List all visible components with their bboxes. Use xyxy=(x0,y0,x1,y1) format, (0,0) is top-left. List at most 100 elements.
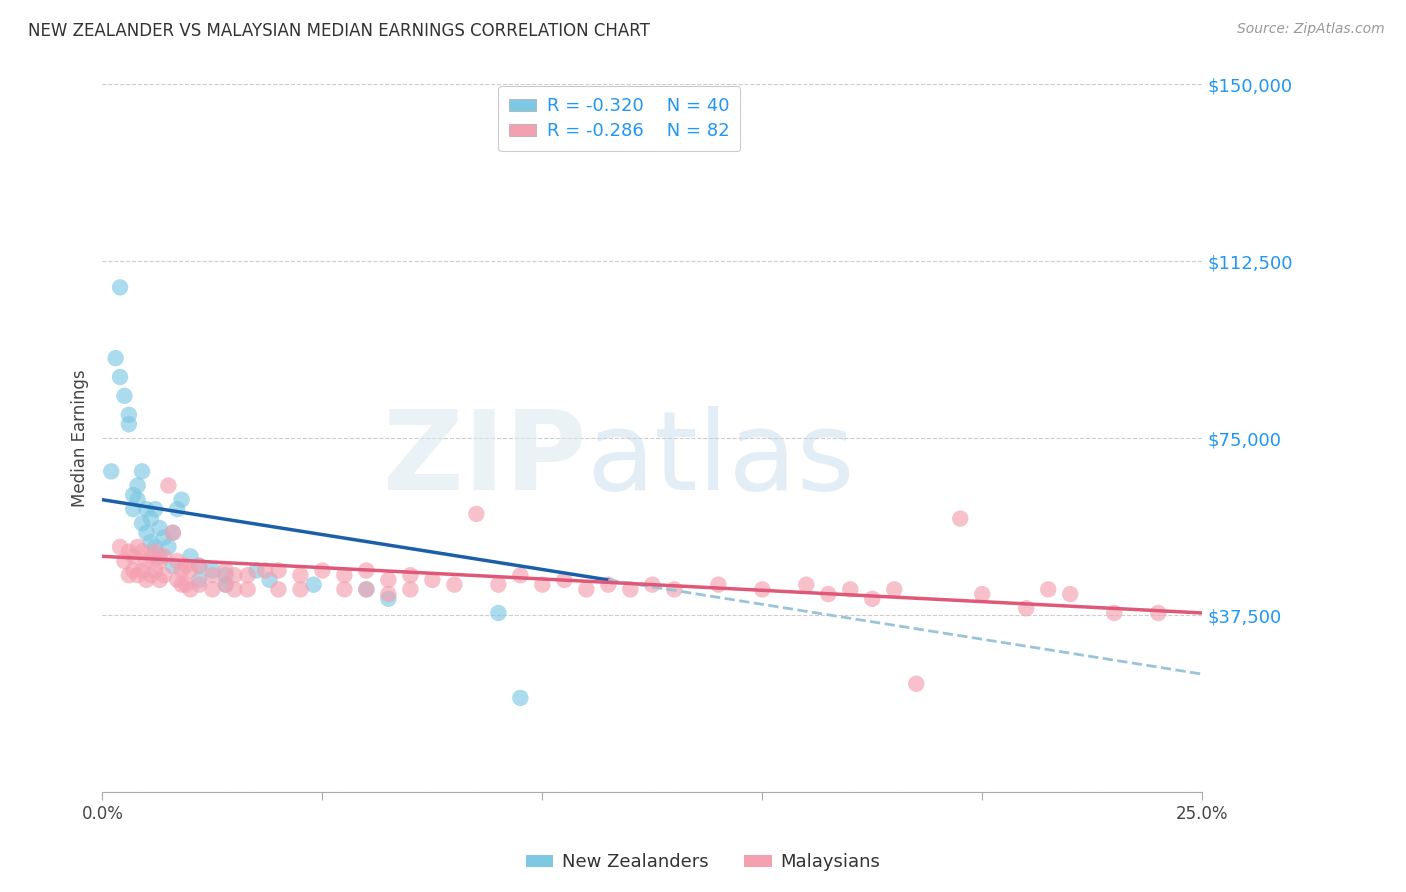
Point xyxy=(236,568,259,582)
Point xyxy=(794,577,817,591)
Point xyxy=(236,582,259,597)
Point xyxy=(157,540,180,554)
Point xyxy=(162,558,184,573)
Point xyxy=(377,591,399,606)
Point xyxy=(127,492,149,507)
Point xyxy=(245,564,267,578)
Point xyxy=(509,568,531,582)
Point xyxy=(131,516,153,531)
Point xyxy=(135,573,157,587)
Point xyxy=(486,606,509,620)
Point xyxy=(118,568,141,582)
Point xyxy=(149,554,172,568)
Point xyxy=(377,587,399,601)
Point xyxy=(531,577,554,591)
Point xyxy=(139,549,162,564)
Point xyxy=(664,582,686,597)
Point xyxy=(201,564,224,578)
Point xyxy=(509,690,531,705)
Point xyxy=(553,573,575,587)
Point xyxy=(1059,587,1081,601)
Point xyxy=(143,564,166,578)
Point xyxy=(377,573,399,587)
Point xyxy=(143,502,166,516)
Point xyxy=(143,540,166,554)
Point xyxy=(290,582,312,597)
Point xyxy=(1102,606,1125,620)
Point xyxy=(135,525,157,540)
Point xyxy=(166,502,188,516)
Point xyxy=(839,582,862,597)
Point xyxy=(333,568,356,582)
Point xyxy=(135,502,157,516)
Point xyxy=(201,582,224,597)
Y-axis label: Median Earnings: Median Earnings xyxy=(72,369,89,508)
Point xyxy=(179,582,201,597)
Point xyxy=(972,587,994,601)
Point xyxy=(254,564,277,578)
Point xyxy=(290,568,312,582)
Point xyxy=(443,577,465,591)
Point xyxy=(860,591,883,606)
Text: ZIP: ZIP xyxy=(382,406,586,513)
Point xyxy=(143,544,166,558)
Point xyxy=(214,568,236,582)
Point xyxy=(127,478,149,492)
Text: atlas: atlas xyxy=(586,406,855,513)
Text: NEW ZEALANDER VS MALAYSIAN MEDIAN EARNINGS CORRELATION CHART: NEW ZEALANDER VS MALAYSIAN MEDIAN EARNIN… xyxy=(28,22,650,40)
Point xyxy=(311,564,333,578)
Point xyxy=(122,564,145,578)
Point xyxy=(214,577,236,591)
Point xyxy=(188,558,211,573)
Point xyxy=(333,582,356,597)
Point xyxy=(188,573,211,587)
Point xyxy=(166,573,188,587)
Point xyxy=(707,577,730,591)
Point xyxy=(157,478,180,492)
Point xyxy=(575,582,598,597)
Point xyxy=(162,525,184,540)
Point xyxy=(224,568,246,582)
Point xyxy=(949,511,972,525)
Point xyxy=(399,568,422,582)
Point xyxy=(259,573,281,587)
Point xyxy=(179,564,201,578)
Point xyxy=(399,582,422,597)
Point xyxy=(170,577,193,591)
Point xyxy=(131,544,153,558)
Point xyxy=(118,417,141,432)
Point xyxy=(153,568,176,582)
Point xyxy=(905,677,928,691)
Point xyxy=(149,521,172,535)
Point xyxy=(224,582,246,597)
Point xyxy=(122,549,145,564)
Point xyxy=(1015,601,1038,615)
Point xyxy=(122,502,145,516)
Point xyxy=(619,582,641,597)
Point xyxy=(127,540,149,554)
Point xyxy=(153,549,176,564)
Point xyxy=(486,577,509,591)
Point xyxy=(188,577,211,591)
Point xyxy=(641,577,664,591)
Point xyxy=(170,564,193,578)
Point xyxy=(214,577,236,591)
Point xyxy=(179,549,201,564)
Point xyxy=(174,558,197,573)
Point xyxy=(112,554,135,568)
Point xyxy=(108,280,131,294)
Text: Source: ZipAtlas.com: Source: ZipAtlas.com xyxy=(1237,22,1385,37)
Point xyxy=(302,577,325,591)
Point xyxy=(598,577,620,591)
Point xyxy=(118,408,141,422)
Point xyxy=(267,582,290,597)
Point xyxy=(118,544,141,558)
Legend: New Zealanders, Malaysians: New Zealanders, Malaysians xyxy=(519,847,887,879)
Point xyxy=(122,488,145,502)
Point xyxy=(149,549,172,564)
Point xyxy=(883,582,905,597)
Point xyxy=(465,507,488,521)
Point xyxy=(108,540,131,554)
Point xyxy=(139,535,162,549)
Point xyxy=(174,577,197,591)
